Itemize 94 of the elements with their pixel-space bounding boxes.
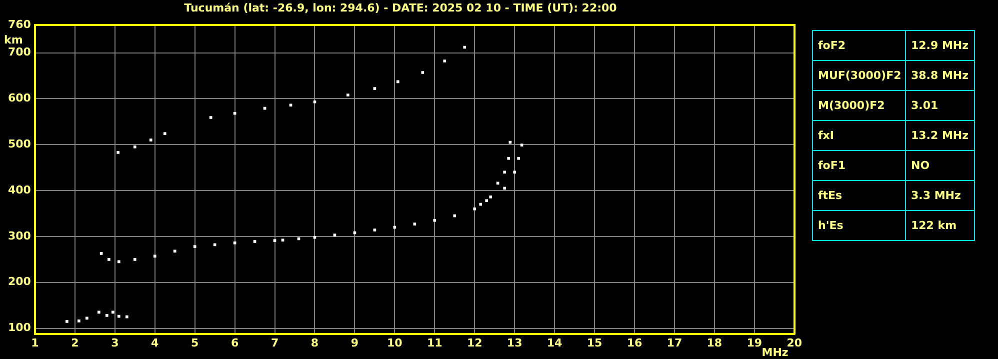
point (507, 156, 510, 160)
point (153, 254, 156, 258)
point (209, 116, 212, 119)
text: ftEs (812, 180, 906, 210)
x-tick-label: 16 (626, 336, 642, 350)
point (107, 258, 110, 261)
x-tick-label: 19 (746, 336, 762, 350)
point (273, 239, 276, 242)
y-tick-label: 760 (8, 18, 32, 32)
chart-title: Tucumán (lat: -26.9, lon: 294.6) - DATE: 2025 02 10 - TIME (UT): 22:00 (184, 1, 618, 14)
x-tick-label: 18 (706, 336, 722, 350)
x-tick-label: 6 (230, 336, 239, 350)
point (489, 196, 492, 198)
text: 3.01 (906, 90, 974, 120)
text: NO (906, 150, 974, 180)
x-tick-label: 3 (111, 336, 119, 350)
text: fxI (812, 120, 906, 150)
point (116, 150, 120, 154)
x-tick-label: 14 (546, 336, 563, 350)
x-tick-label: 13 (506, 336, 522, 350)
x-tick-label: 5 (191, 336, 199, 350)
point (105, 314, 108, 317)
point (453, 214, 456, 218)
point (66, 320, 68, 323)
point (117, 314, 120, 318)
point (413, 222, 416, 226)
text: 13.2 MHz (906, 120, 974, 150)
x-tick-label: 4 (151, 336, 160, 350)
x-tick-label: 8 (310, 336, 319, 350)
text: 38.8 MHz (906, 60, 974, 90)
point (333, 234, 336, 236)
y-tick-label: 700 (8, 46, 32, 59)
text: 3.3 MHz (906, 180, 974, 210)
point (133, 258, 136, 261)
y-axis-title: km (4, 34, 23, 47)
point (473, 207, 476, 210)
point (117, 260, 120, 264)
text: foF2 (812, 30, 906, 60)
point (520, 144, 524, 146)
point (281, 238, 284, 242)
point (193, 245, 196, 248)
point (346, 94, 350, 96)
point (503, 186, 506, 190)
text: MUF(3000)F2 (812, 60, 906, 90)
point (485, 199, 488, 202)
point (289, 104, 292, 107)
point (479, 202, 482, 206)
x-tick-label: 2 (71, 336, 79, 350)
point (100, 252, 103, 255)
x-axis-title: MHz (762, 346, 788, 359)
x-tick-label: 12 (466, 336, 482, 350)
point (149, 138, 152, 142)
y-tick-label: 200 (8, 275, 32, 288)
y-tick-label: 300 (8, 229, 32, 242)
text: h'Es (812, 210, 906, 240)
point (517, 156, 520, 160)
x-tick-label: 20 (786, 336, 802, 350)
point (253, 240, 256, 243)
point (233, 112, 236, 115)
point (503, 170, 506, 174)
y-tick-label: 600 (8, 92, 32, 105)
text: 12.9 MHz (906, 30, 974, 60)
point (443, 60, 446, 62)
point (173, 250, 176, 253)
point (373, 228, 376, 232)
x-tick-label: 11 (426, 336, 442, 350)
text: 122 km (906, 210, 974, 240)
point (421, 71, 424, 74)
x-tick-label: 17 (666, 336, 682, 350)
point (313, 236, 316, 239)
point (396, 80, 400, 84)
y-tick-label: 100 (8, 321, 32, 334)
text: foF1 (812, 150, 906, 180)
point (97, 310, 100, 314)
x-tick-label: 9 (350, 336, 359, 350)
point (373, 87, 376, 90)
point (463, 46, 466, 49)
x-tick-label: 1 (31, 336, 39, 350)
point (163, 132, 166, 135)
point (433, 218, 436, 222)
y-tick-label: 500 (8, 137, 32, 150)
x-tick-label: 7 (270, 336, 279, 350)
point (86, 316, 88, 320)
point (313, 100, 316, 104)
x-tick-label: 10 (387, 336, 403, 350)
x-tick-label: 15 (586, 336, 602, 350)
point (513, 170, 516, 174)
point (111, 310, 114, 314)
point (125, 315, 128, 318)
point (78, 320, 80, 322)
point (233, 241, 236, 244)
point (133, 145, 136, 148)
text: M(3000)F2 (812, 90, 906, 120)
y-tick-label: 400 (8, 183, 32, 196)
